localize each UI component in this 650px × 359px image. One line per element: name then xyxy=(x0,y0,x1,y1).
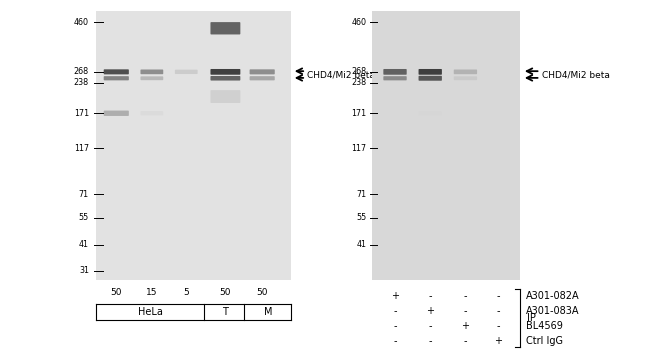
FancyBboxPatch shape xyxy=(211,76,240,80)
Text: 71: 71 xyxy=(79,190,89,199)
Text: -: - xyxy=(428,321,432,331)
Text: 41: 41 xyxy=(79,241,89,250)
Text: BL4569: BL4569 xyxy=(526,321,562,331)
Text: T: T xyxy=(222,307,228,317)
Text: 268: 268 xyxy=(74,67,89,76)
FancyBboxPatch shape xyxy=(419,76,442,81)
Text: -: - xyxy=(496,291,500,301)
Text: 117: 117 xyxy=(351,144,367,153)
Text: CHD4/Mi2 beta: CHD4/Mi2 beta xyxy=(307,70,375,79)
Text: 460: 460 xyxy=(74,18,89,27)
Text: -: - xyxy=(428,336,432,346)
FancyBboxPatch shape xyxy=(211,22,240,34)
Text: -: - xyxy=(463,306,467,316)
FancyBboxPatch shape xyxy=(140,111,163,116)
FancyBboxPatch shape xyxy=(140,76,163,80)
Text: -: - xyxy=(463,291,467,301)
Text: CHD4/Mi2 beta: CHD4/Mi2 beta xyxy=(542,70,610,79)
FancyBboxPatch shape xyxy=(104,76,129,80)
FancyBboxPatch shape xyxy=(211,90,240,103)
Text: Ctrl IgG: Ctrl IgG xyxy=(526,336,563,346)
Text: 71: 71 xyxy=(356,190,367,199)
Text: -: - xyxy=(496,306,500,316)
Text: -: - xyxy=(393,321,396,331)
Text: 117: 117 xyxy=(74,144,89,153)
FancyBboxPatch shape xyxy=(419,69,442,75)
Text: 5: 5 xyxy=(183,288,189,297)
Text: 31: 31 xyxy=(79,266,89,275)
Text: 50: 50 xyxy=(111,288,122,297)
Text: HeLa: HeLa xyxy=(138,307,162,317)
Text: -: - xyxy=(393,306,396,316)
FancyBboxPatch shape xyxy=(454,70,477,74)
Bar xyxy=(96,11,291,280)
Text: 50: 50 xyxy=(257,288,268,297)
Text: -: - xyxy=(428,291,432,301)
Text: 171: 171 xyxy=(351,109,367,118)
Text: 41: 41 xyxy=(356,241,367,250)
FancyBboxPatch shape xyxy=(454,76,477,80)
Bar xyxy=(372,11,520,280)
FancyBboxPatch shape xyxy=(104,111,129,116)
Text: -: - xyxy=(463,336,467,346)
Text: 55: 55 xyxy=(79,213,89,222)
FancyBboxPatch shape xyxy=(211,69,240,75)
Text: -: - xyxy=(393,336,396,346)
Text: +: + xyxy=(462,321,469,331)
Text: M: M xyxy=(265,307,273,317)
Text: -: - xyxy=(496,321,500,331)
Text: 238: 238 xyxy=(74,78,89,87)
FancyBboxPatch shape xyxy=(140,70,163,74)
Text: 460: 460 xyxy=(351,18,367,27)
Text: +: + xyxy=(494,336,502,346)
Text: 55: 55 xyxy=(356,213,367,222)
Text: 50: 50 xyxy=(220,288,231,297)
FancyBboxPatch shape xyxy=(384,69,407,75)
Text: 268: 268 xyxy=(351,67,367,76)
Text: +: + xyxy=(426,306,434,316)
Text: 238: 238 xyxy=(351,78,367,87)
FancyBboxPatch shape xyxy=(419,111,442,116)
FancyBboxPatch shape xyxy=(104,69,129,74)
FancyBboxPatch shape xyxy=(175,70,198,74)
Text: 171: 171 xyxy=(74,109,89,118)
FancyBboxPatch shape xyxy=(250,76,275,80)
Text: A301-083A: A301-083A xyxy=(526,306,579,316)
Text: A301-082A: A301-082A xyxy=(526,291,579,301)
FancyBboxPatch shape xyxy=(384,76,407,80)
Text: 15: 15 xyxy=(146,288,157,297)
FancyBboxPatch shape xyxy=(250,69,275,74)
Text: IP: IP xyxy=(528,313,536,323)
Text: +: + xyxy=(391,291,399,301)
